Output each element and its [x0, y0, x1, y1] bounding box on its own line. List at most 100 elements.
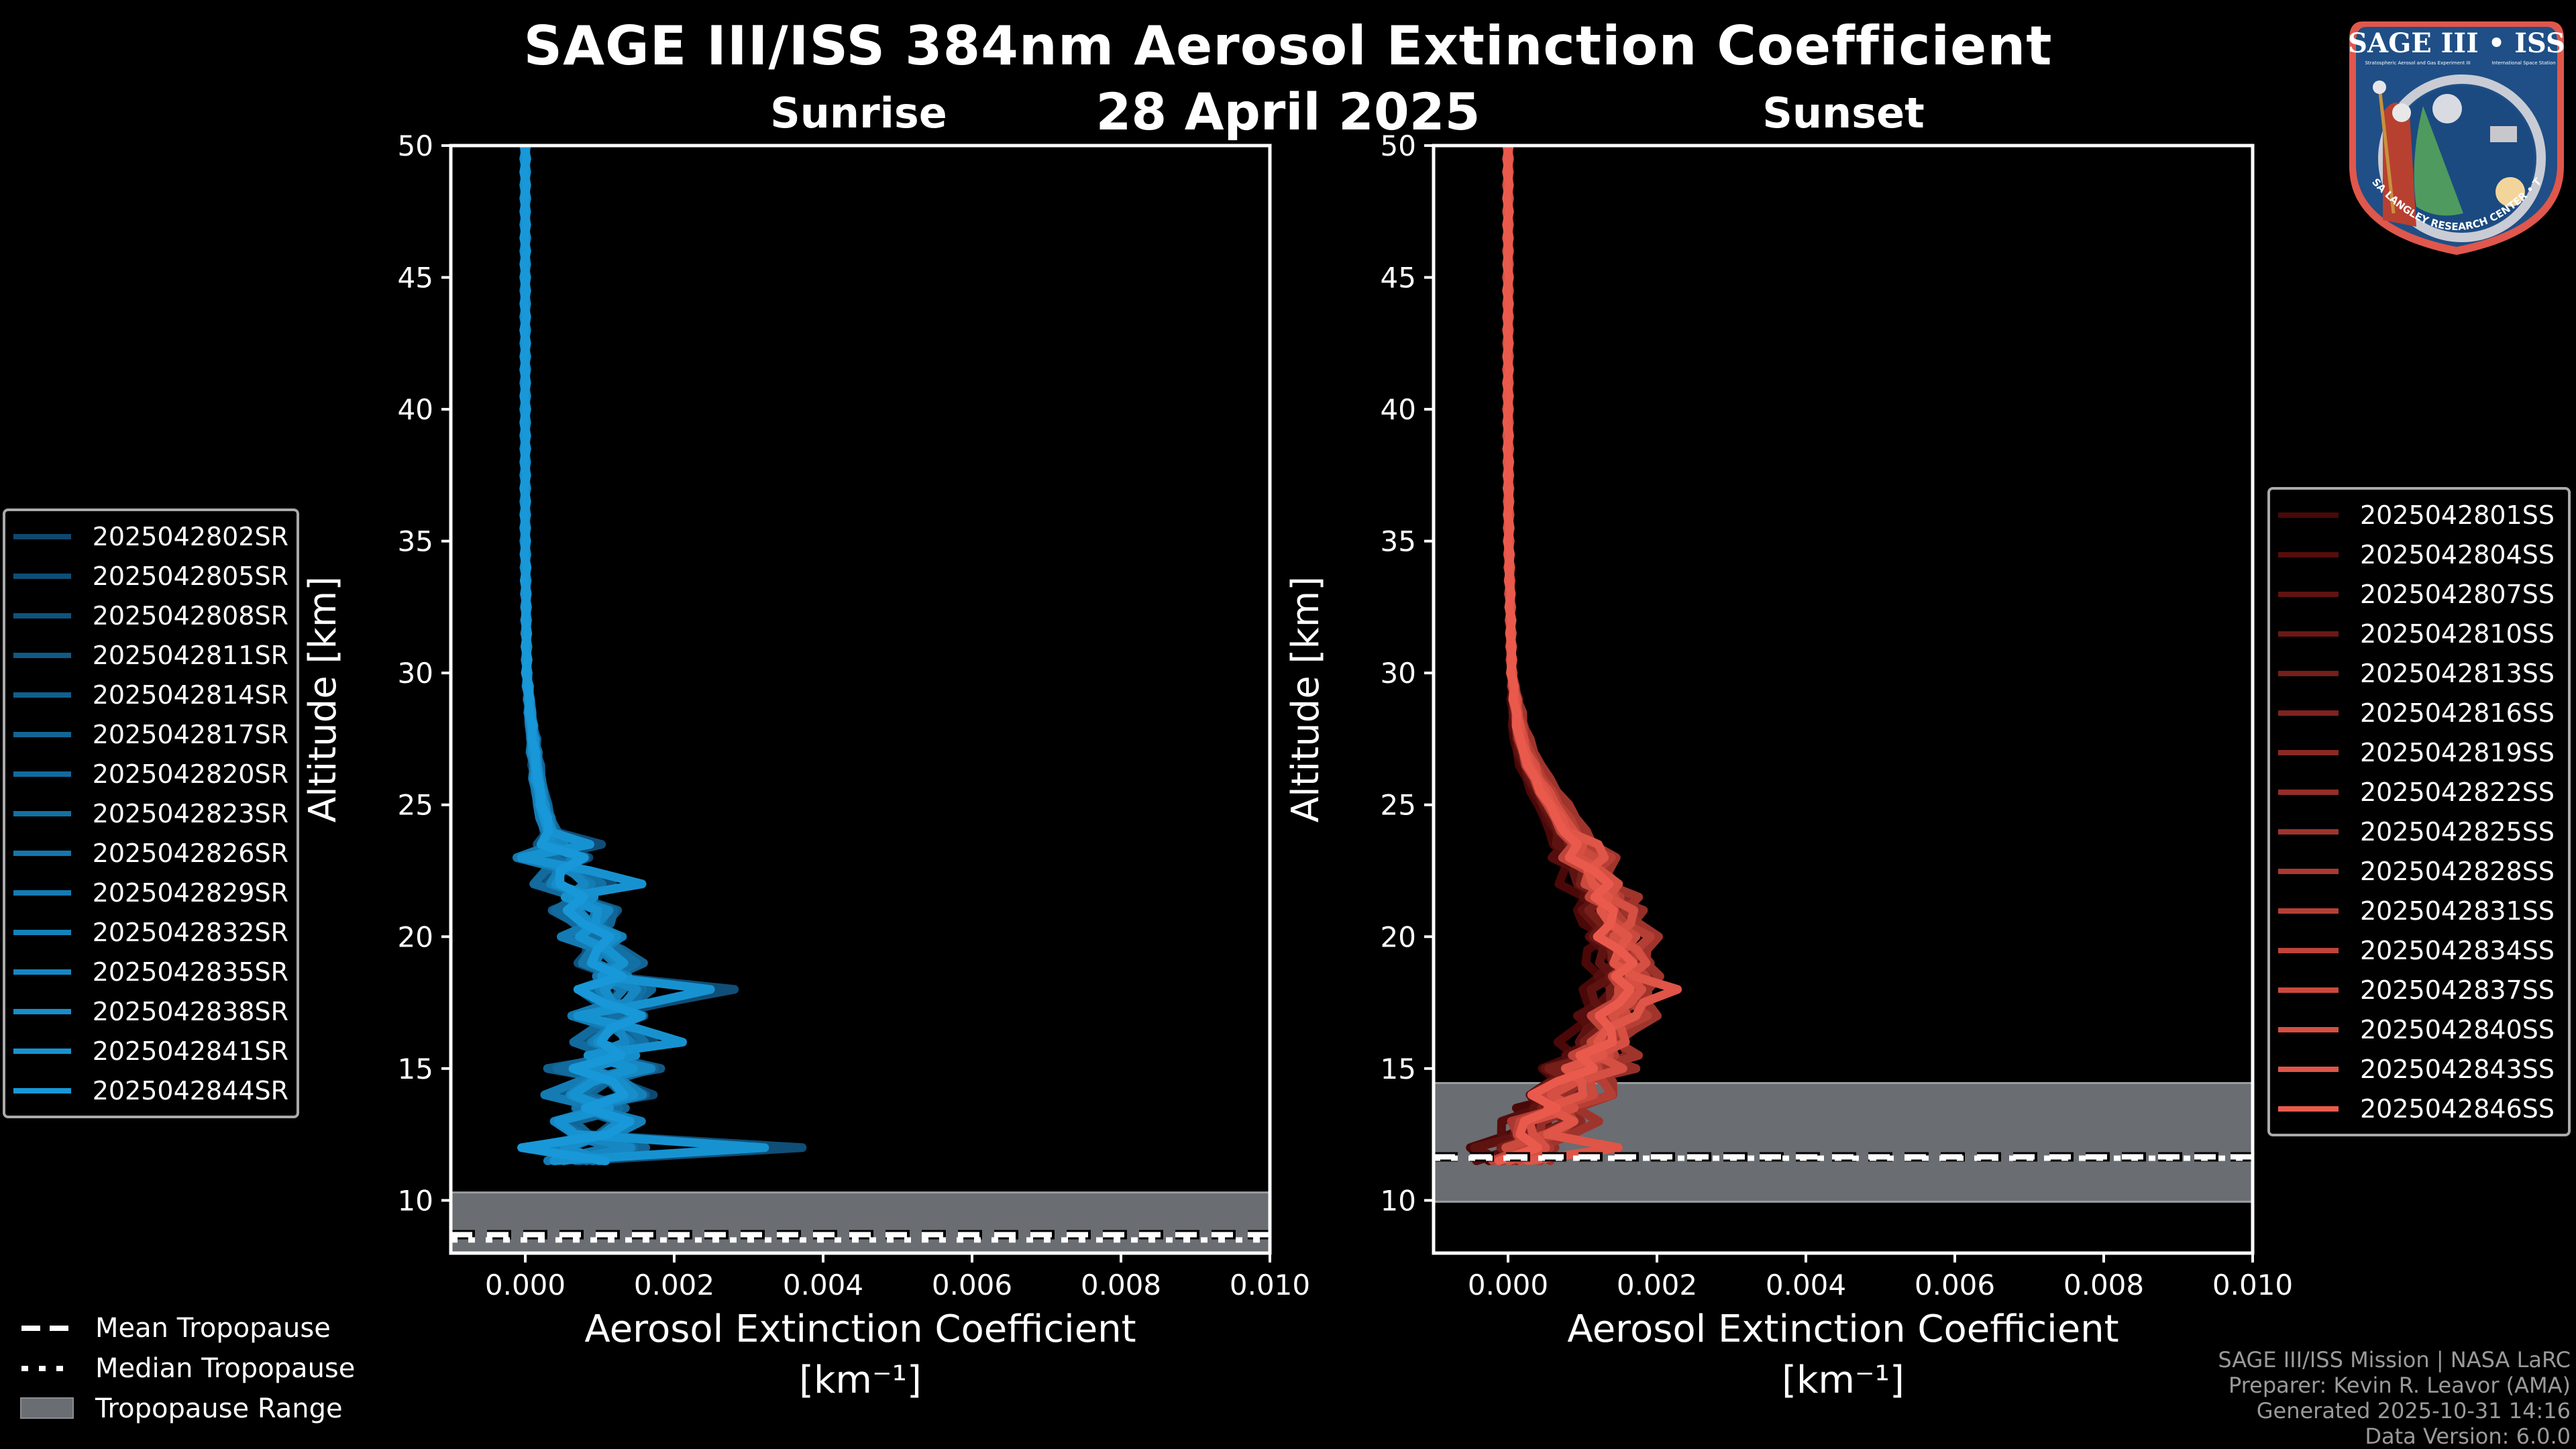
legend-item: 2025042828SS: [2278, 851, 2560, 891]
x-tick-label: 0.000: [1468, 1269, 1548, 1301]
legend-item: 2025042816SS: [2278, 693, 2560, 733]
tropopause-range-band: [451, 1192, 1270, 1253]
legend-item: 2025042831SS: [2278, 891, 2560, 930]
legend-item: 2025042810SS: [2278, 614, 2560, 653]
legend-label: 2025042840SS: [2360, 1014, 2555, 1044]
legend-item: 2025042829SR: [13, 873, 288, 912]
x-tick-label: 0.010: [2212, 1269, 2293, 1301]
y-tick-label: 50: [398, 129, 433, 162]
credits-block: SAGE III/ISS Mission | NASA LaRC Prepare…: [2218, 1347, 2571, 1449]
legend-item: 2025042814SR: [13, 675, 288, 714]
legend-item: 2025042832SR: [13, 912, 288, 952]
legend-label: 2025042804SS: [2360, 539, 2555, 570]
y-axis-label: Altitude [km]: [1284, 576, 1328, 822]
legend-label: 2025042834SS: [2360, 935, 2555, 965]
legend-item: 2025042807SS: [2278, 574, 2560, 614]
legend-label: 2025042802SR: [92, 521, 288, 551]
y-tick-label: 15: [398, 1053, 433, 1085]
legend-label: 2025042807SS: [2360, 579, 2555, 609]
legend-line-swatch-icon: [13, 612, 71, 619]
legend-line-swatch-icon: [13, 533, 71, 539]
legend-label: 2025042841SR: [92, 1036, 288, 1066]
legend-label: 2025042813SS: [2360, 658, 2555, 688]
legend-line-swatch-icon: [13, 771, 71, 777]
legend-item: 2025042808SR: [13, 596, 288, 635]
legend-line-swatch-icon: [2278, 670, 2339, 676]
legend-line-swatch-icon: [2278, 591, 2339, 597]
y-tick-label: 30: [398, 657, 433, 690]
sunset-legend: 2025042801SS 2025042804SS 2025042807SS 2025…: [2267, 487, 2571, 1136]
legend-item: 2025042840SS: [2278, 1010, 2560, 1049]
legend-label: 2025042820SR: [92, 759, 288, 789]
x-tick-label: 0.008: [1081, 1269, 1161, 1301]
legend-item: 2025042822SS: [2278, 772, 2560, 812]
legend-label: 2025042837SS: [2360, 975, 2555, 1005]
y-tick-label: 20: [398, 920, 433, 953]
logo-title: SAGE III • ISS: [2348, 28, 2565, 59]
legend-label: 2025042844SR: [92, 1075, 288, 1106]
legend-line-swatch-icon: [13, 692, 71, 698]
legend-line-swatch-icon: [2278, 789, 2339, 795]
legend-item: 2025042811SR: [13, 635, 288, 675]
x-axis-units: [km⁻¹]: [1782, 1358, 1904, 1402]
x-tick-label: 0.008: [2063, 1269, 2144, 1301]
dotted-line-icon: [21, 1366, 72, 1371]
credit-mission: SAGE III/ISS Mission | NASA LaRC: [2218, 1347, 2571, 1373]
y-tick-label: 10: [398, 1184, 433, 1217]
legend-item: 2025042834SS: [2278, 930, 2560, 970]
y-tick-label: 35: [1381, 525, 1416, 558]
legend-label: 2025042832SR: [92, 917, 288, 947]
legend-mean-tropopause: Mean Tropopause: [20, 1308, 355, 1348]
legend-item: 2025042844SR: [13, 1071, 288, 1110]
credit-preparer: Preparer: Kevin R. Leavor (AMA): [2228, 1373, 2571, 1398]
y-tick-label: 25: [1381, 789, 1416, 822]
sunrise-legend: 2025042802SR 2025042805SR 2025042808SR 2025…: [3, 508, 299, 1118]
legend-line-swatch-icon: [2278, 631, 2339, 637]
chart-title: SAGE III/ISS 384nm Aerosol Extinction Co…: [523, 15, 2053, 77]
legend-line-swatch-icon: [2278, 1106, 2339, 1112]
legend-item: 2025042843SS: [2278, 1049, 2560, 1089]
legend-label: Tropopause Range: [95, 1393, 343, 1424]
plot-frame: [449, 144, 1272, 1255]
x-axis-label: Aerosol Extinction Coefficient: [584, 1307, 1136, 1351]
legend-line-swatch-icon: [2278, 828, 2339, 835]
y-tick-label: 25: [398, 789, 433, 822]
sunset-profiles: [1466, 146, 1682, 1165]
legend-line-swatch-icon: [2278, 710, 2339, 716]
legend-label: 2025042805SR: [92, 561, 288, 591]
legend-label: 2025042808SR: [92, 600, 288, 631]
legend-item: 2025042819SS: [2278, 733, 2560, 772]
legend-line-swatch-icon: [2278, 551, 2339, 557]
legend-label: Mean Tropopause: [95, 1313, 331, 1344]
range-patch-icon: [20, 1397, 74, 1419]
legend-line-swatch-icon: [2278, 1026, 2339, 1032]
legend-item: 2025042813SS: [2278, 653, 2560, 693]
legend-item: 2025042837SS: [2278, 970, 2560, 1010]
profile-line-2025042804SS: [1472, 146, 1619, 1165]
legend-tropopause-range: Tropopause Range: [20, 1389, 355, 1429]
y-tick-label: 50: [1381, 129, 1416, 162]
legend-label: 2025042826SR: [92, 838, 288, 868]
sunrise-panel: 10 15 20 25 30 35 40 45 50 0.000 0.002 0.004 0.006 0.…: [301, 129, 1310, 1402]
logo-subtitle-right: International Space Station: [2491, 60, 2555, 66]
x-tick-label: 0.000: [485, 1269, 566, 1301]
legend-line-swatch-icon: [2278, 947, 2339, 953]
legend-line-swatch-icon: [13, 850, 71, 856]
y-tick-label: 20: [1381, 920, 1416, 953]
legend-label: 2025042811SR: [92, 640, 288, 670]
y-tick-label: 35: [398, 525, 433, 558]
profile-line-2025042846SS: [1495, 146, 1638, 1165]
legend-item: 2025042841SR: [13, 1031, 288, 1071]
y-tick-label: 30: [1381, 657, 1416, 690]
legend-label: 2025042835SR: [92, 957, 288, 987]
credit-generated: Generated 2025-10-31 14:16: [2256, 1398, 2571, 1424]
legend-item: 2025042801SS: [2278, 495, 2560, 535]
legend-line-swatch-icon: [13, 1087, 71, 1093]
x-tick-label: 0.006: [932, 1269, 1012, 1301]
legend-label: 2025042814SR: [92, 680, 288, 710]
legend-item: 2025042817SR: [13, 714, 288, 754]
sunrise-panel-title: Sunrise: [770, 89, 947, 138]
x-tick-label: 0.004: [1766, 1269, 1846, 1301]
sunset-panel-title: Sunset: [1762, 89, 1925, 138]
